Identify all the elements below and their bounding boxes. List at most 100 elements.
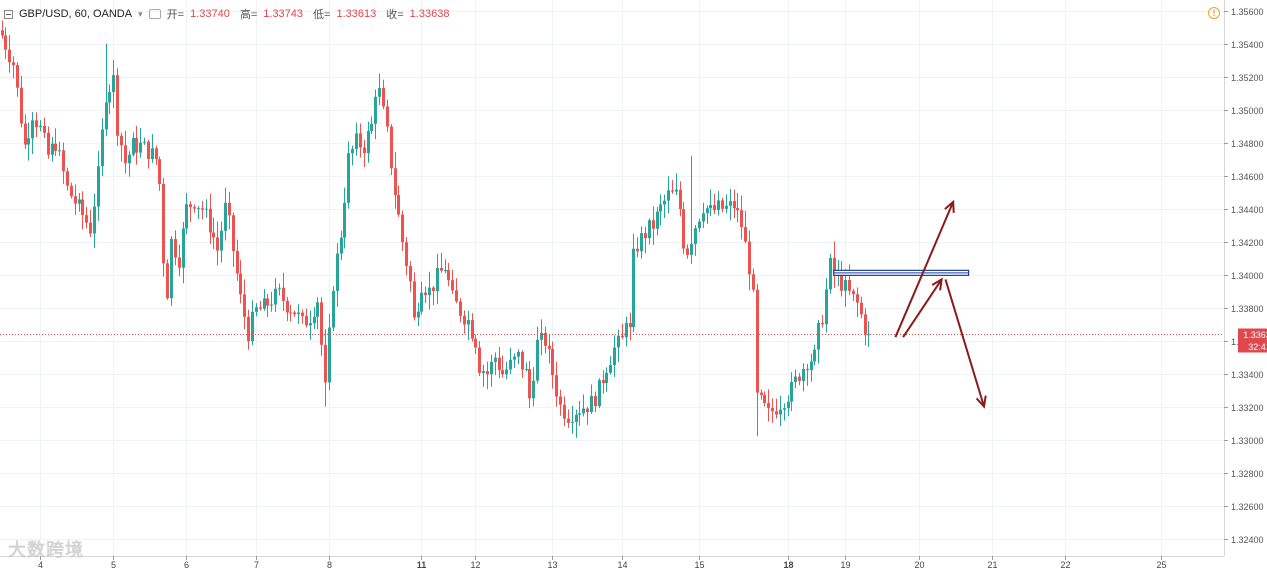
- candle-body: [201, 208, 204, 210]
- candle-body: [663, 200, 666, 205]
- collapse-legend-icon[interactable]: [4, 9, 13, 19]
- candle-body: [652, 220, 655, 229]
- price-tick-label: 1.32600: [1231, 502, 1264, 512]
- candle-body: [575, 414, 578, 423]
- candle-body: [840, 273, 843, 291]
- candle-body: [12, 62, 15, 66]
- projection-arrow-shaft: [902, 278, 943, 338]
- candle-body: [340, 237, 343, 254]
- drawings[interactable]: [0, 199, 1224, 409]
- chevron-down-icon[interactable]: ▾: [138, 8, 143, 19]
- candle-body: [89, 222, 92, 234]
- candle-body: [790, 382, 793, 402]
- candle-body: [694, 228, 697, 244]
- candle-body: [567, 418, 570, 423]
- candle-body: [813, 349, 816, 362]
- low-value: 1.33613: [336, 8, 377, 20]
- candle-body: [640, 233, 643, 252]
- candle-body: [763, 394, 766, 404]
- candle-body: [120, 135, 123, 146]
- candle-body: [70, 185, 73, 197]
- candle-body: [224, 202, 227, 231]
- candle-body: [613, 347, 616, 366]
- candle-body: [132, 137, 135, 155]
- candle-body: [428, 287, 431, 296]
- candle-body: [220, 230, 223, 251]
- candle-body: [266, 298, 269, 306]
- candle-body: [536, 339, 539, 381]
- candle-body: [682, 209, 685, 249]
- candle-body: [590, 395, 593, 413]
- candle-body: [259, 307, 262, 309]
- candle-body: [744, 227, 747, 242]
- candle-body: [463, 315, 466, 325]
- candle-body: [328, 327, 331, 383]
- candle-body: [78, 199, 81, 204]
- candle-body: [821, 322, 824, 325]
- candle-body: [343, 202, 346, 238]
- candle-body: [478, 347, 481, 373]
- price-tick-label: 1.33200: [1231, 403, 1264, 413]
- time-tick-label: 19: [840, 560, 850, 570]
- candle-body: [151, 148, 154, 160]
- candle-body: [864, 314, 867, 335]
- candle-body: [436, 268, 439, 291]
- candle-body: [648, 220, 651, 239]
- candle-body: [806, 368, 809, 371]
- price-axis: [1224, 0, 1267, 571]
- candle-body: [205, 208, 208, 210]
- time-tick-label: 25: [1156, 560, 1166, 570]
- candle-body: [409, 265, 412, 282]
- time-tick-label: 5: [111, 560, 116, 570]
- time-tick-label: 20: [914, 560, 924, 570]
- candle-body: [629, 323, 632, 328]
- alert-clock-icon[interactable]: !: [1208, 7, 1220, 19]
- candle-body: [420, 292, 423, 312]
- candle-body: [582, 408, 585, 414]
- candle-body: [243, 294, 246, 317]
- candle-body: [174, 239, 177, 258]
- candle-body: [605, 372, 608, 384]
- candle-body: [239, 273, 242, 295]
- candle-body: [455, 290, 458, 302]
- price-tick-label: 1.33400: [1231, 370, 1264, 380]
- visibility-icon[interactable]: [148, 9, 161, 19]
- candle-body: [27, 138, 30, 145]
- candle-body: [690, 243, 693, 255]
- candle-body: [498, 357, 501, 371]
- candle-body: [274, 288, 277, 305]
- candle-body: [771, 407, 774, 412]
- symbol-label[interactable]: GBP/USD, 60, OANDA: [19, 8, 133, 20]
- candle-body: [212, 232, 215, 238]
- candle-body: [467, 320, 470, 325]
- candle-body: [636, 248, 639, 252]
- candle-body: [810, 361, 813, 371]
- candle-body: [394, 168, 397, 196]
- candle-body: [563, 404, 566, 419]
- candle-body: [767, 403, 770, 408]
- countdown-value: 32:41: [1248, 342, 1267, 352]
- price-tick-label: 1.32400: [1231, 535, 1264, 545]
- candle-body: [232, 215, 235, 251]
- candle-body: [93, 206, 96, 234]
- candle-body: [482, 371, 485, 373]
- close-value: 1.33638: [409, 8, 450, 20]
- candle-body: [444, 270, 447, 272]
- candle-body: [158, 159, 161, 184]
- candle-body: [236, 250, 239, 274]
- candle-body: [367, 131, 370, 154]
- candle-body: [228, 202, 231, 216]
- price-tick-label: 1.35400: [1231, 40, 1264, 50]
- price-tick-label: 1.34800: [1231, 139, 1264, 149]
- candle-body: [679, 189, 682, 210]
- time-tick-label: 7: [254, 560, 259, 570]
- candle-body: [363, 147, 366, 154]
- candle-body: [370, 123, 373, 132]
- candle-body: [101, 129, 104, 167]
- candle-body: [825, 289, 828, 325]
- candle-body: [289, 312, 292, 314]
- candle-body: [833, 257, 836, 275]
